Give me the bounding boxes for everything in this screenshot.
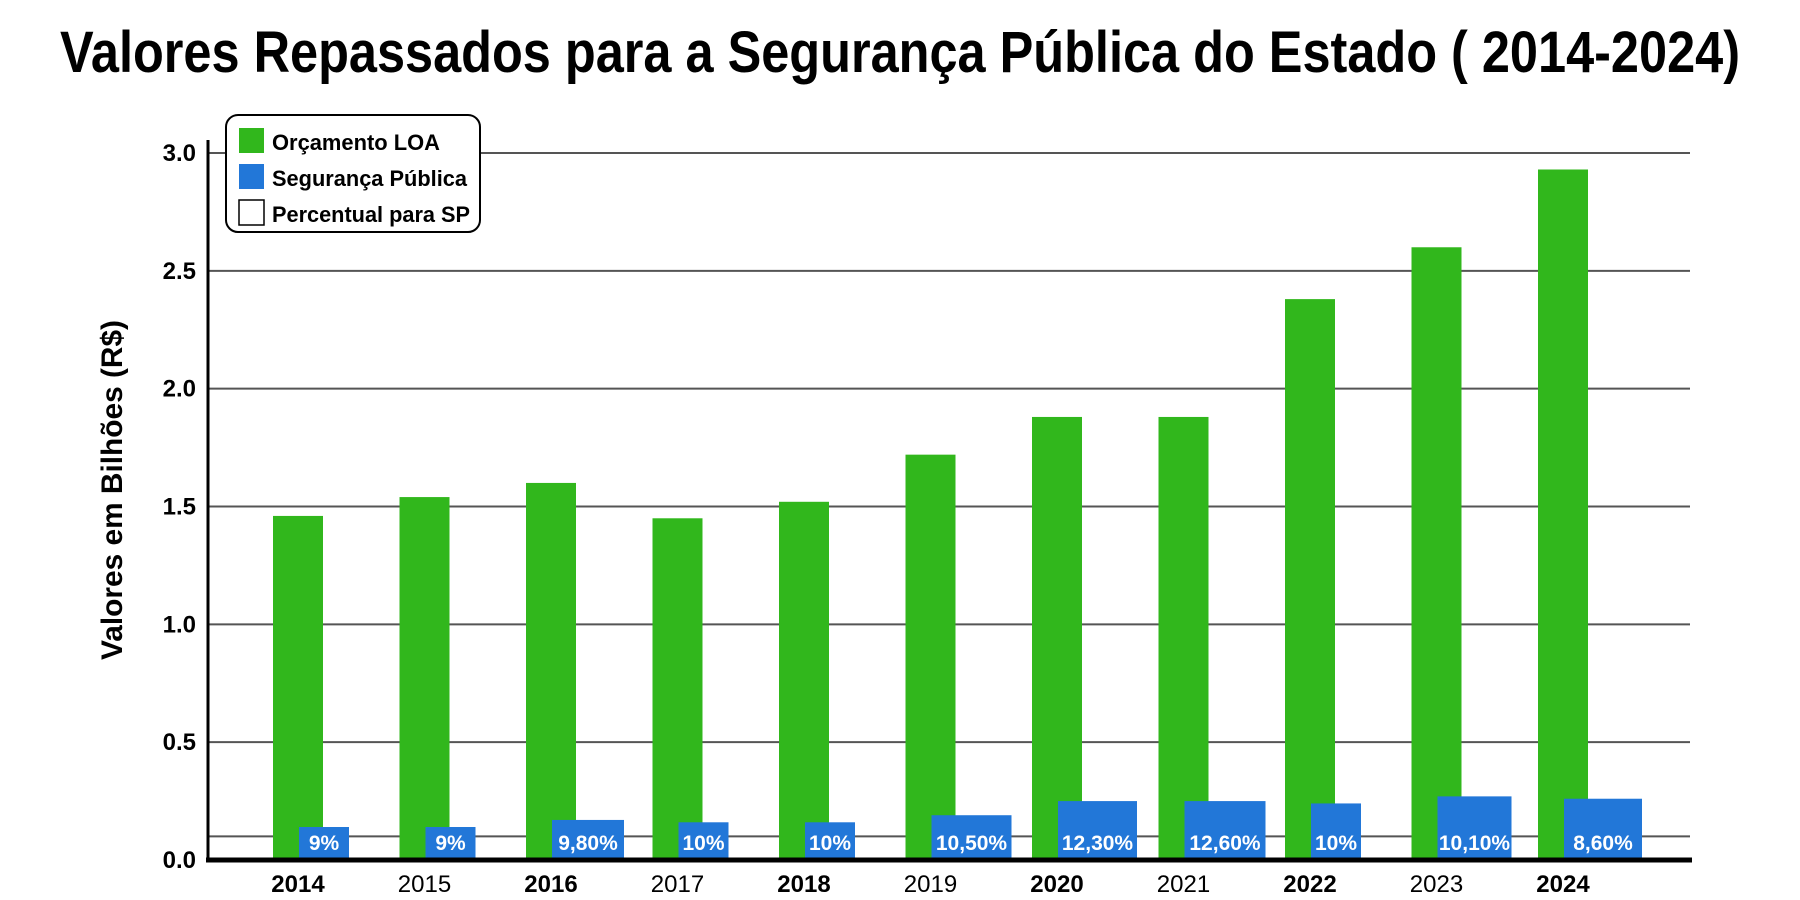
bar-loa-2024 [1538,169,1588,860]
x-tick-label: 2014 [271,871,325,898]
bar-sp-2016 [552,819,624,860]
y-axis-label: Valores em Bilhões (R$) [96,320,129,660]
percent-label-2016: 9,80% [558,832,618,855]
y-tick-label: 0.5 [163,729,196,756]
x-tick-label: 2020 [1030,871,1083,898]
bar-loa-2015 [399,497,450,860]
x-tick-label: 2018 [777,871,830,898]
bar-loa-2016 [526,482,576,860]
bar-sp-2019 [931,815,1012,860]
legend-label-sp: Segurança Pública [272,166,468,191]
percent-label-2018: 10% [809,832,851,855]
bar-loa-2018 [779,501,829,860]
y-tick-label: 1.0 [163,611,196,638]
y-tick-label: 2.0 [163,376,196,403]
y-tick-label: 1.5 [163,494,196,521]
bar-sp-2017 [678,822,729,860]
legend-swatch-loa [239,128,264,153]
percent-label-2014: 9% [309,832,340,855]
bar-sp-2020 [1058,801,1137,860]
y-tick-label: 2.5 [163,258,196,285]
bar-loa-2019 [905,454,956,860]
legend-label-loa: Orçamento LOA [272,130,440,155]
percent-label-2019: 10,50% [936,832,1008,855]
percent-label-2022: 10% [1315,832,1357,855]
x-tick-label: 2017 [651,871,704,898]
bar-loa-2017 [652,518,703,860]
percent-label-2017: 10% [682,832,724,855]
y-tick-label: 3.0 [163,140,196,167]
legend-swatch-sp [239,164,264,189]
bar-sp-2023 [1437,796,1512,860]
bar-sp-2022 [1311,803,1361,860]
x-tick-label: 2022 [1283,871,1336,898]
bar-sp-2021 [1184,801,1266,860]
x-tick-label: 2015 [398,871,451,898]
percent-label-2015: 9% [435,832,466,855]
bar-loa-2014 [273,515,323,860]
x-tick-label: 2016 [524,871,577,898]
chart-title: Valores Repassados para a Segurança Públ… [60,20,1740,85]
bar-sp-2014 [299,827,349,860]
percent-label-2020: 12,30% [1062,832,1134,855]
bar-loa-2023 [1411,247,1462,860]
bar-sp-2018 [805,822,855,860]
bar-loa-2022 [1285,299,1335,860]
x-tick-label: 2021 [1157,871,1210,898]
percent-label-2023: 10,10% [1439,832,1511,855]
legend: Orçamento LOA Segurança Pública Percentu… [225,114,481,233]
bar-sp-2024 [1564,798,1642,860]
x-tick-label: 2019 [904,871,957,898]
bar-loa-2021 [1158,416,1209,860]
y-tick-label: 0.0 [163,847,196,874]
x-tick-label: 2023 [1410,871,1463,898]
percent-label-2024: 8,60% [1573,832,1633,855]
legend-swatch-pct [238,199,265,226]
legend-label-pct: Percentual para SP [272,202,470,227]
legend-box [225,114,481,233]
percent-label-2021: 12,60% [1189,832,1261,855]
x-tick-label: 2024 [1536,871,1590,898]
bar-sp-2015 [425,827,476,860]
bar-loa-2020 [1032,416,1082,860]
